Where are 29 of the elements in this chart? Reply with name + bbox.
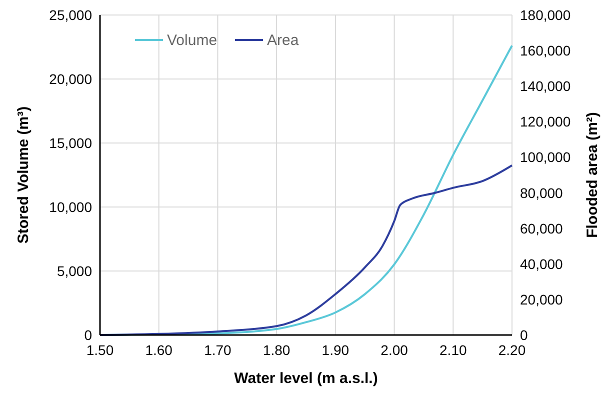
x-tick-label: 1.80 xyxy=(262,342,290,358)
x-axis-title: Water level (m a.s.l.) xyxy=(234,370,378,387)
y2-tick-label: 40,000 xyxy=(520,256,564,272)
y2-tick-label: 80,000 xyxy=(520,184,564,201)
x-tick-label: 2.10 xyxy=(440,342,467,358)
x-tick-label: 1.90 xyxy=(322,342,350,358)
y2-tick-label: 140,000 xyxy=(520,78,571,94)
y-tick-label: 5,000 xyxy=(56,263,92,279)
y-tick-label: 20,000 xyxy=(49,71,92,87)
y2-tick-label: 20,000 xyxy=(520,291,564,308)
y2-tick-label: 180,000 xyxy=(520,7,571,23)
y2-tick-label: 0 xyxy=(520,327,528,343)
x-tick-label: 1.70 xyxy=(204,342,232,358)
y-tick-label: 10,000 xyxy=(49,199,92,215)
y-tick-label: 0 xyxy=(84,327,92,343)
y2-tick-label: 60,000 xyxy=(520,220,564,236)
y2-tick-label: 160,000 xyxy=(520,42,571,59)
legend-label: Volume xyxy=(167,32,218,49)
legend-label: Area xyxy=(267,32,300,49)
y2-axis-title: Flooded area (m²) xyxy=(584,112,601,238)
x-tick-label: 2.00 xyxy=(380,342,408,358)
x-tick-label: 1.60 xyxy=(145,342,173,358)
x-tick-label: 2.20 xyxy=(498,342,526,358)
x-tick-label: 1.50 xyxy=(86,342,114,358)
y2-tick-label: 100,000 xyxy=(520,149,571,166)
y2-tick-label: 120,000 xyxy=(520,114,571,130)
y-axis-title: Stored Volume (m³) xyxy=(15,106,32,244)
y-tick-label: 15,000 xyxy=(49,135,92,151)
y-tick-label: 25,000 xyxy=(49,7,92,23)
